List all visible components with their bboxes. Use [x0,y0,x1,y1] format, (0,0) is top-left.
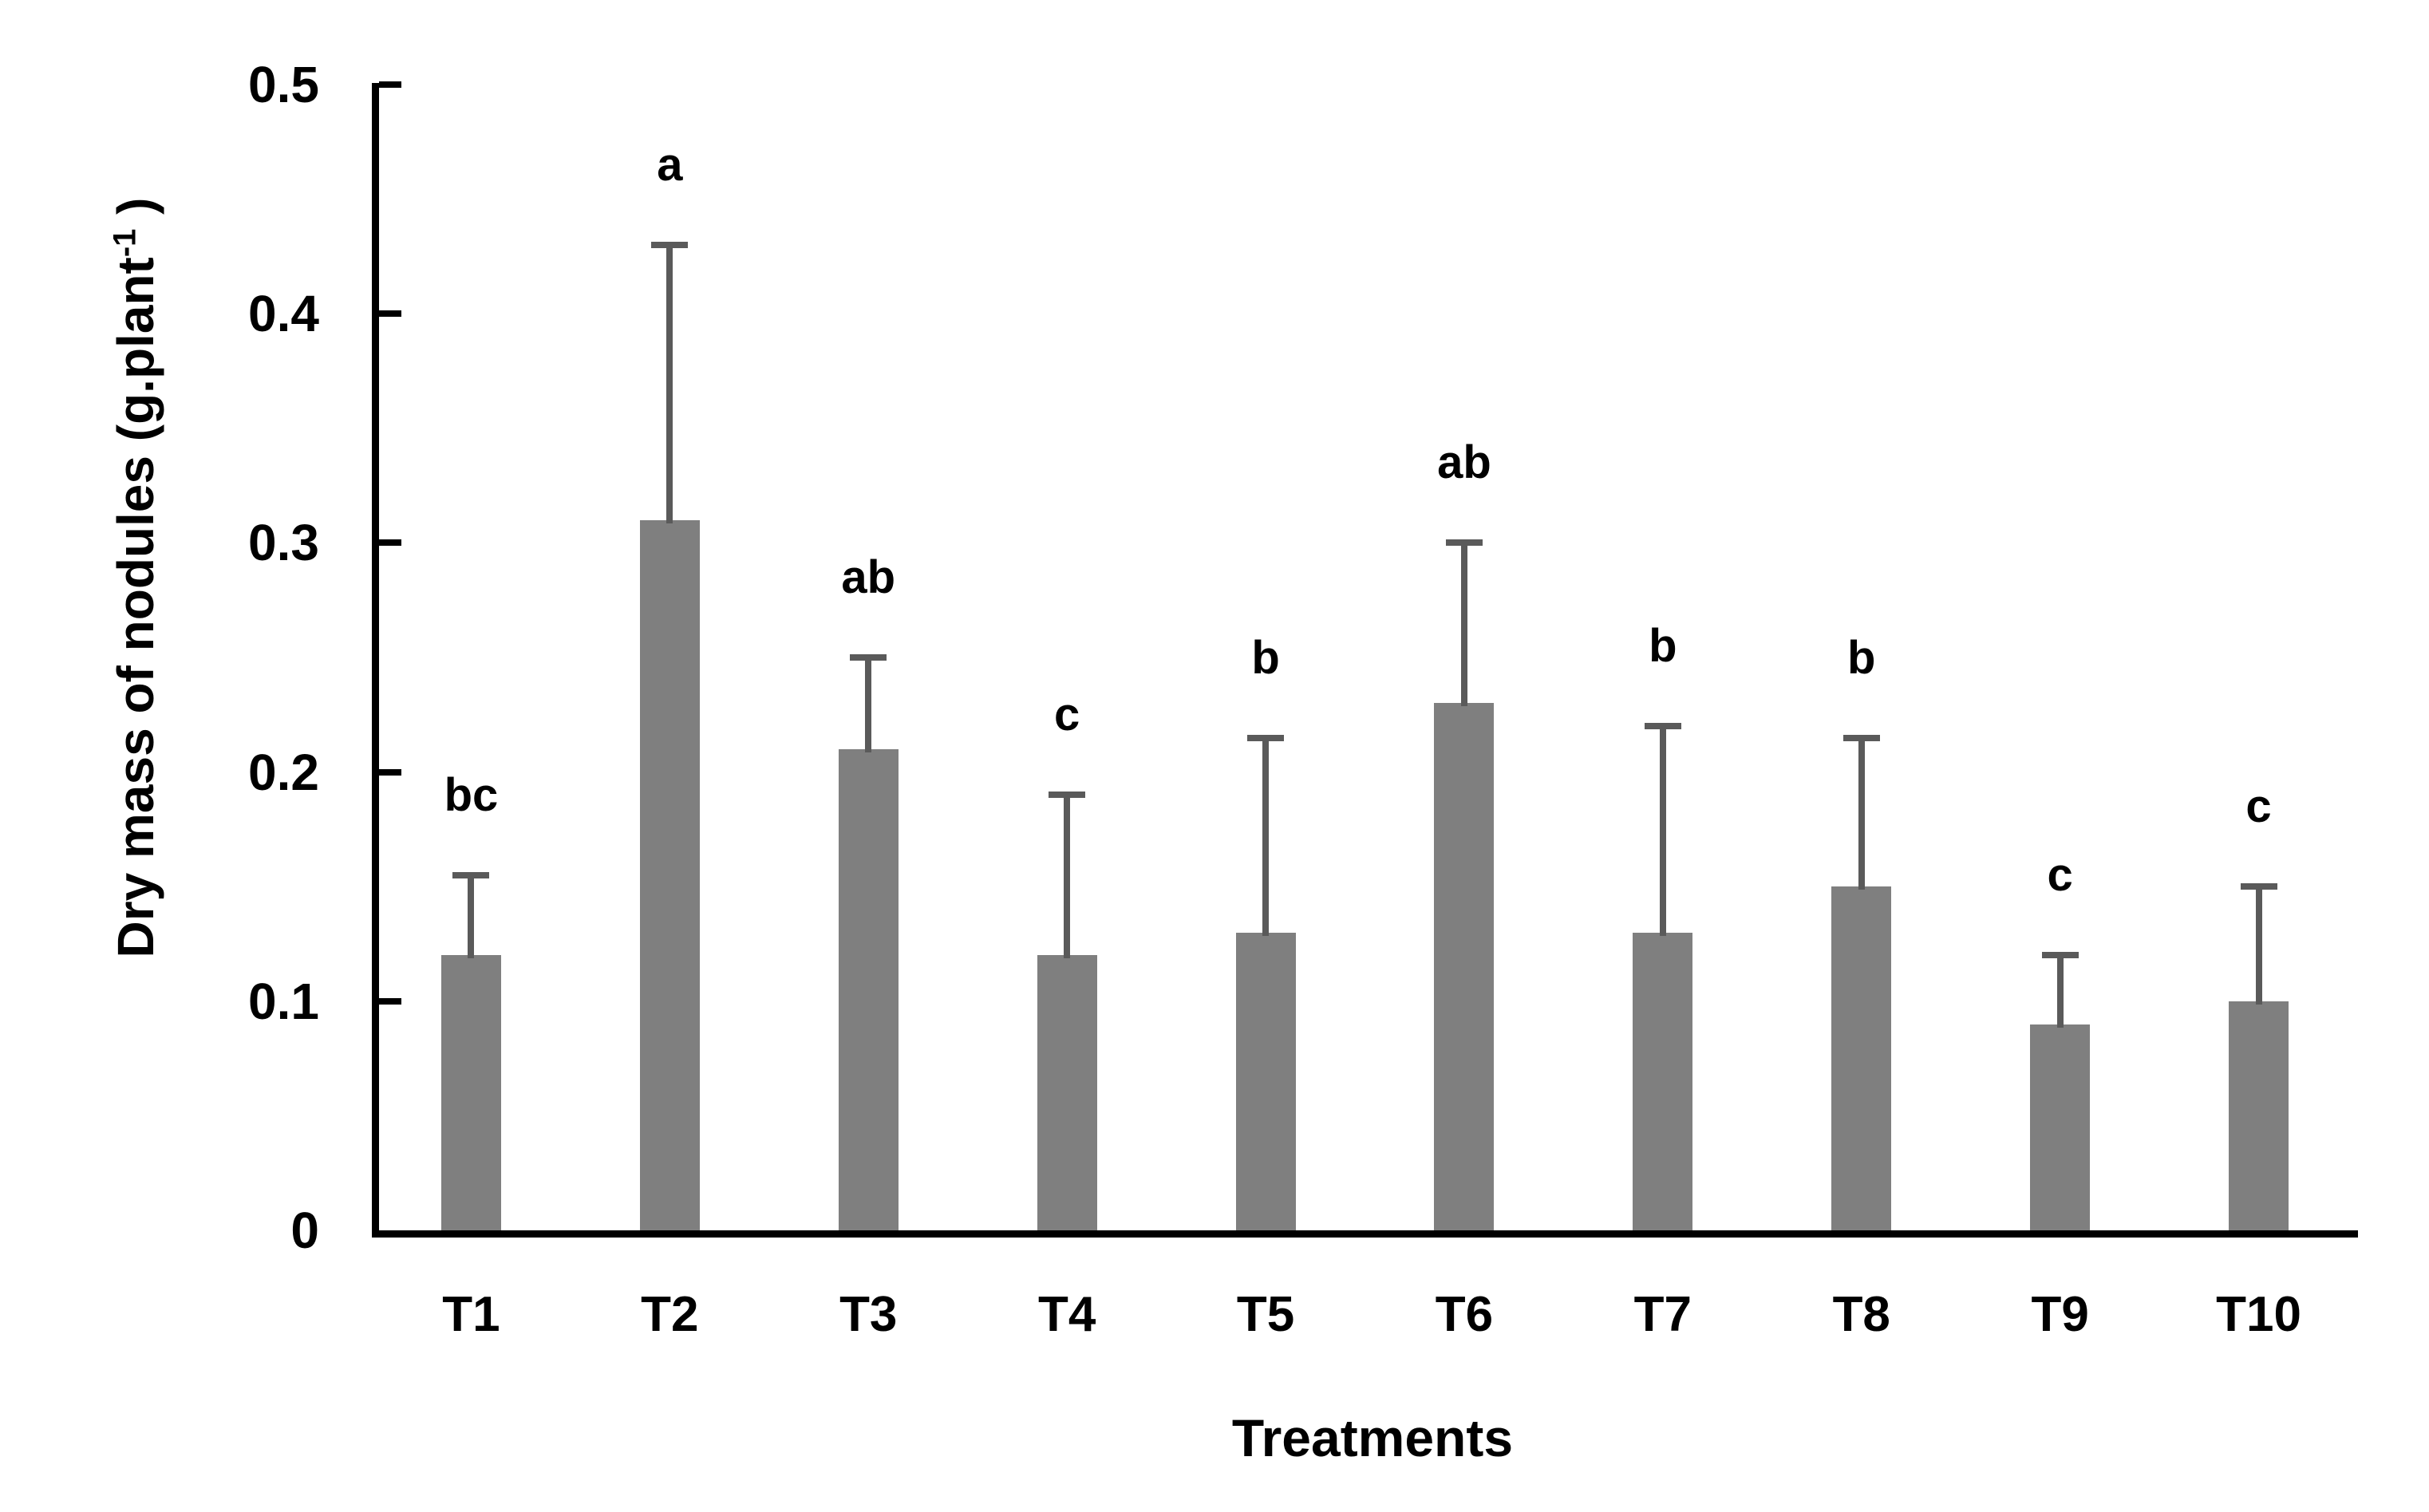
x-tick-label-T3: T3 [839,1287,898,1342]
y-tick-0.4 [379,310,401,318]
x-axis-line [372,1230,2358,1238]
bar-T8 [1831,886,1892,1230]
error-bar-T9 [2056,955,2064,1028]
bar-T2 [639,519,700,1230]
bar-T3 [838,748,899,1230]
bar-T4 [1037,955,1097,1230]
bar-T7 [1633,932,1693,1230]
bar-T9 [2030,1024,2091,1230]
x-tick-label-T6: T6 [1435,1287,1494,1342]
error-bar-T3 [865,657,872,752]
y-tick-label-0: 0 [290,1202,319,1259]
x-tick-label-T7: T7 [1633,1287,1692,1342]
y-tick-0.1 [379,997,401,1005]
x-tick-label-T1: T1 [442,1287,500,1342]
error-bar-T10 [2255,886,2262,1005]
bar-T10 [2229,1001,2289,1230]
y-axis-title-superscript: -1 [107,228,143,258]
y-axis-title-text: Dry mass of nodules (g.plant-1 ) [100,19,172,1136]
y-tick-label-0.1: 0.1 [248,972,319,1030]
bar-T6 [1434,703,1495,1230]
y-tick-label-0.5: 0.5 [248,56,319,113]
error-bar-cap-T3 [850,654,887,661]
error-bar-T8 [1858,737,1865,890]
y-tick-label-0.3: 0.3 [248,514,319,572]
sig-letter-T7: b [1649,620,1677,673]
y-axis-line [372,83,379,1238]
error-bar-T1 [468,874,475,959]
sig-letter-T8: b [1847,631,1876,684]
error-bar-cap-T4 [1049,792,1086,799]
sig-letter-T6: ab [1437,436,1491,489]
sig-letter-T5: b [1251,631,1280,684]
error-bar-T6 [1460,543,1467,707]
x-tick-label-T8: T8 [1832,1287,1890,1342]
sig-letter-T3: ab [841,551,896,603]
y-axis-title-suffix: ) [107,197,164,229]
error-bar-cap-T6 [1445,539,1483,547]
error-bar-cap-T7 [1644,723,1681,730]
error-bar-cap-T10 [2240,883,2277,890]
sig-letter-T10: c [2245,780,2272,833]
error-bar-cap-T9 [2041,952,2079,959]
error-bar-cap-T1 [452,871,490,878]
x-tick-label-T4: T4 [1037,1287,1096,1342]
bar-T5 [1235,932,1296,1230]
sig-letter-T1: bc [444,768,499,821]
sig-letter-T2: a [657,139,683,191]
x-tick-label-T9: T9 [2031,1287,2089,1342]
x-tick-label-T10: T10 [2216,1287,2301,1342]
x-tick-label-T2: T2 [641,1287,699,1342]
bar-T1 [440,955,501,1230]
y-tick-0.2 [379,768,401,776]
error-bar-T2 [666,245,673,523]
sig-letter-T4: c [1054,689,1080,741]
y-tick-label-0.2: 0.2 [248,743,319,801]
x-axis-title: Treatments [1231,1408,1514,1467]
error-bar-T7 [1659,726,1666,936]
error-bar-cap-T2 [651,242,689,249]
error-bar-T5 [1262,737,1270,936]
y-tick-0.5 [379,81,401,88]
y-axis-title-prefix: Dry mass of nodules (g.plant [107,257,164,958]
y-tick-label-0.4: 0.4 [248,285,319,343]
y-tick-0.3 [379,539,401,547]
error-bar-T4 [1064,795,1071,959]
x-tick-label-T5: T5 [1236,1287,1295,1342]
error-bar-cap-T5 [1247,734,1285,741]
sig-letter-T9: c [2047,849,2073,902]
error-bar-cap-T8 [1842,734,1880,741]
